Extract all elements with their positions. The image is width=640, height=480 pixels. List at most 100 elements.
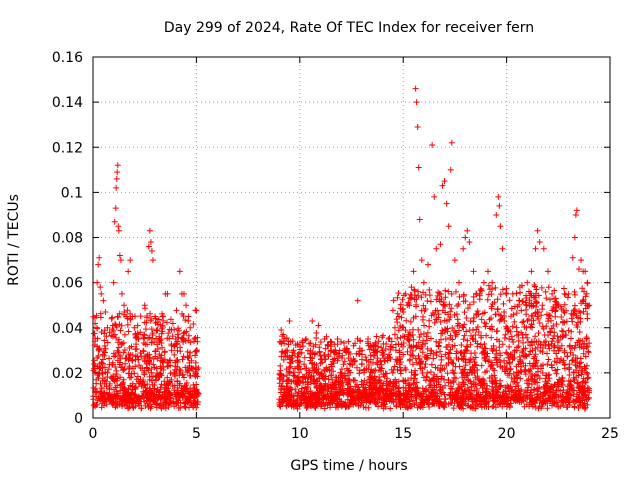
data-point	[338, 338, 345, 345]
data-point	[147, 405, 154, 412]
data-point	[287, 360, 294, 367]
data-point	[552, 313, 559, 320]
data-point	[159, 322, 166, 329]
data-point	[114, 347, 121, 354]
data-point	[551, 393, 558, 400]
data-point	[148, 326, 155, 333]
data-point	[380, 332, 387, 339]
data-point	[283, 402, 290, 409]
data-point	[92, 362, 99, 369]
data-point	[534, 388, 541, 395]
data-point	[570, 369, 577, 376]
data-point	[99, 369, 106, 376]
data-point	[183, 382, 190, 389]
data-point	[434, 365, 441, 372]
data-point	[409, 361, 416, 368]
data-point	[427, 369, 434, 376]
data-point	[284, 380, 291, 387]
data-point	[140, 334, 147, 341]
data-point	[484, 350, 491, 357]
data-point	[408, 394, 415, 401]
data-point	[110, 350, 117, 357]
data-point-peak	[443, 200, 450, 207]
data-point	[339, 352, 346, 359]
data-point	[462, 359, 469, 366]
data-point	[419, 349, 426, 356]
data-point	[402, 327, 409, 334]
data-point	[467, 356, 474, 363]
data-point	[194, 334, 201, 341]
data-point	[336, 391, 343, 398]
data-point	[446, 316, 453, 323]
data-point	[372, 367, 379, 374]
data-point	[463, 328, 470, 335]
data-point	[292, 402, 299, 409]
data-point	[90, 393, 97, 400]
data-point-peak	[439, 182, 446, 189]
data-point	[141, 335, 148, 342]
data-point	[158, 381, 165, 388]
data-point	[558, 327, 565, 334]
data-point	[406, 329, 413, 336]
data-point	[464, 305, 471, 312]
data-point	[523, 401, 530, 408]
data-point	[449, 386, 456, 393]
data-point	[549, 307, 556, 314]
data-point	[528, 338, 535, 345]
data-point	[467, 341, 474, 348]
data-point-peak	[152, 313, 159, 320]
data-point	[172, 391, 179, 398]
data-point-peak	[114, 169, 121, 176]
data-point-peak	[164, 290, 171, 297]
data-point	[119, 364, 126, 371]
data-point	[167, 357, 174, 364]
data-point	[142, 326, 149, 333]
data-point	[428, 361, 435, 368]
data-point	[468, 332, 475, 339]
data-point	[557, 393, 564, 400]
data-point-peak	[431, 193, 438, 200]
data-point	[106, 355, 113, 362]
data-point	[531, 386, 538, 393]
data-point	[397, 398, 404, 405]
data-point	[165, 379, 172, 386]
data-point	[412, 387, 419, 394]
data-point	[497, 291, 504, 298]
data-point-peak	[571, 234, 578, 241]
data-point	[134, 330, 141, 337]
data-point	[357, 338, 364, 345]
data-point	[317, 360, 324, 367]
data-point	[571, 398, 578, 405]
data-point	[461, 321, 468, 328]
data-point	[476, 296, 483, 303]
data-point	[515, 337, 522, 344]
data-point	[318, 356, 325, 363]
data-point	[416, 333, 423, 340]
data-point	[536, 384, 543, 391]
data-point	[460, 298, 467, 305]
data-point	[193, 404, 200, 411]
data-point	[276, 371, 283, 378]
data-point	[316, 396, 323, 403]
data-point	[579, 285, 586, 292]
data-point	[158, 404, 165, 411]
y-tick-label: 0.02	[52, 366, 83, 382]
data-point	[473, 310, 480, 317]
data-point	[462, 347, 469, 354]
data-point	[141, 398, 148, 405]
data-point-peak	[117, 257, 124, 264]
data-point	[298, 390, 305, 397]
data-point	[543, 372, 550, 379]
data-point	[294, 381, 301, 388]
data-point-peak	[499, 245, 506, 252]
data-point	[382, 345, 389, 352]
data-point	[394, 319, 401, 326]
data-point	[438, 391, 445, 398]
data-point	[575, 308, 582, 315]
data-point	[472, 331, 479, 338]
data-point	[501, 396, 508, 403]
data-point	[175, 327, 182, 334]
data-point	[371, 373, 378, 380]
data-point	[481, 340, 488, 347]
data-point	[116, 401, 123, 408]
